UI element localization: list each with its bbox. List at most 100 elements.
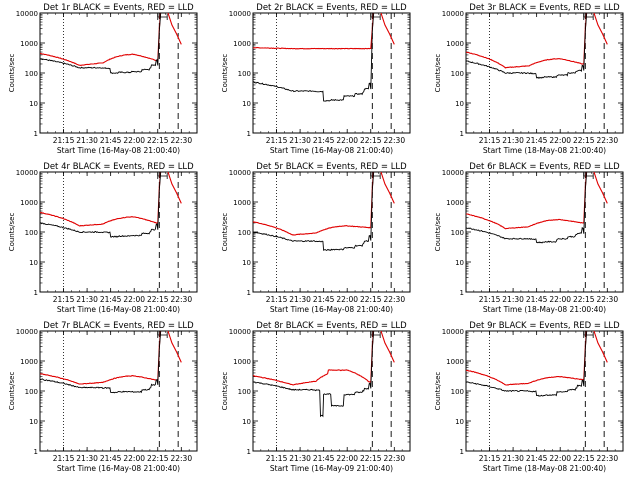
y-axis-label: Counts/sec (434, 372, 442, 411)
x-tick-label: 21:45 (526, 295, 548, 304)
y-tick-label: 10000 (229, 10, 251, 18)
x-tick-label: 21:45 (526, 136, 548, 145)
y-tick-label: 100 (25, 388, 38, 396)
series-group (40, 172, 182, 238)
y-tick-label: 10000 (16, 169, 38, 177)
x-tick-label: 22:30 (170, 454, 192, 463)
y-tick-label: 1000 (233, 199, 251, 207)
y-tick-label: 10 (29, 100, 38, 108)
x-tick-label: 21:45 (100, 295, 122, 304)
interval-bracket (583, 332, 594, 338)
lld-series-line (40, 13, 182, 66)
events-series-line (40, 172, 162, 238)
y-tick-label: 10000 (442, 169, 464, 177)
interval-bracket (157, 14, 168, 20)
series-group (40, 331, 182, 394)
events-series-line (466, 172, 588, 244)
x-tick-label: 22:15 (147, 136, 169, 145)
y-tick-label: 10 (455, 100, 464, 108)
x-tick-label: 21:15 (479, 295, 501, 304)
x-tick-label: 21:45 (313, 295, 335, 304)
y-tick-label: 1 (34, 130, 38, 138)
x-tick-label: 22:30 (383, 295, 405, 304)
interval-bracket (157, 173, 168, 179)
y-tick-label: 1000 (20, 40, 38, 48)
y-tick-label: 100 (25, 70, 38, 78)
lld-series-line (466, 13, 608, 69)
series-group (253, 172, 395, 252)
y-tick-label: 10 (455, 418, 464, 426)
y-tick-label: 100 (451, 229, 464, 237)
lld-series-line (40, 172, 182, 227)
x-tick-label: 21:45 (313, 454, 335, 463)
lld-series-line (466, 331, 608, 386)
series-group (466, 13, 608, 79)
interval-bracket (370, 14, 381, 20)
y-axis-label: Counts/sec (434, 54, 442, 93)
x-tick-label: 21:15 (479, 454, 501, 463)
panel-title: Det 2r BLACK = Events, RED = LLD (256, 3, 407, 13)
interval-bracket (370, 173, 381, 179)
panel-det-2r: Det 2r BLACK = Events, RED = LLD 1 10 100 10… (221, 3, 411, 155)
x-tick-label: 21:45 (526, 454, 548, 463)
x-tick-label: 21:45 (100, 136, 122, 145)
x-tick-label: 21:30 (76, 454, 98, 463)
x-axis-label: Start Time (18-May-08 21:00:40) (483, 146, 606, 155)
lld-series-line (40, 331, 182, 385)
x-tick-label: 21:30 (289, 295, 311, 304)
x-tick-label: 21:15 (53, 295, 75, 304)
x-axis-label: Start Time (18-May-08 21:00:40) (483, 464, 606, 473)
x-axis-label: Start Time (16-May-08 21:00:40) (57, 146, 180, 155)
x-tick-label: 22:15 (360, 136, 382, 145)
x-tick-label: 21:30 (76, 295, 98, 304)
x-tick-label: 21:15 (266, 295, 288, 304)
events-series-line (253, 13, 375, 102)
y-tick-label: 1 (34, 448, 38, 456)
y-tick-label: 10000 (229, 328, 251, 336)
y-tick-label: 100 (238, 229, 251, 237)
events-series-line (40, 331, 162, 394)
y-tick-label: 1000 (446, 199, 464, 207)
x-axis-label: Start Time (18-May-08 21:00:40) (483, 305, 606, 314)
y-tick-label: 10 (455, 259, 464, 267)
panel-det-9r: Det 9r BLACK = Events, RED = LLD 1 10 100 10… (434, 321, 624, 473)
x-tick-label: 22:15 (147, 295, 169, 304)
events-series-line (466, 13, 588, 79)
panel-det-3r: Det 3r BLACK = Events, RED = LLD 1 10 100 10… (434, 3, 624, 155)
y-axis-label: Counts/sec (221, 372, 229, 411)
x-tick-label: 22:15 (360, 454, 382, 463)
y-tick-label: 100 (25, 229, 38, 237)
y-axis-label: Counts/sec (221, 213, 229, 252)
y-tick-label: 1000 (446, 40, 464, 48)
panel-title: Det 5r BLACK = Events, RED = LLD (256, 162, 407, 172)
panel-title: Det 3r BLACK = Events, RED = LLD (469, 3, 620, 13)
events-series-line (40, 13, 162, 75)
series-group (466, 331, 608, 397)
x-tick-label: 22:15 (573, 136, 595, 145)
y-tick-label: 10000 (16, 328, 38, 336)
panel-det-6r: Det 6r BLACK = Events, RED = LLD 1 10 100 10… (434, 162, 624, 314)
x-tick-label: 21:15 (266, 454, 288, 463)
y-tick-label: 100 (451, 388, 464, 396)
x-axis-label: Start Time (16-May-08 21:00:40) (57, 464, 180, 473)
y-tick-label: 100 (238, 70, 251, 78)
interval-bracket (157, 332, 168, 338)
lld-series-line (466, 172, 608, 230)
y-tick-label: 10 (29, 418, 38, 426)
events-series-line (466, 331, 588, 397)
series-group (40, 13, 182, 75)
y-tick-label: 100 (238, 388, 251, 396)
x-tick-label: 22:15 (147, 454, 169, 463)
x-tick-label: 22:30 (596, 295, 618, 304)
x-tick-label: 22:15 (573, 295, 595, 304)
y-tick-label: 10 (29, 259, 38, 267)
x-tick-label: 22:00 (549, 295, 571, 304)
x-axis-label: Start Time (16-May-08 21:00:40) (270, 305, 393, 314)
y-tick-label: 1000 (233, 40, 251, 48)
x-tick-label: 22:30 (170, 136, 192, 145)
interval-bracket (583, 14, 594, 20)
y-tick-label: 10000 (229, 169, 251, 177)
x-tick-label: 22:00 (336, 454, 358, 463)
x-tick-label: 22:00 (123, 454, 145, 463)
x-tick-label: 22:00 (123, 295, 145, 304)
